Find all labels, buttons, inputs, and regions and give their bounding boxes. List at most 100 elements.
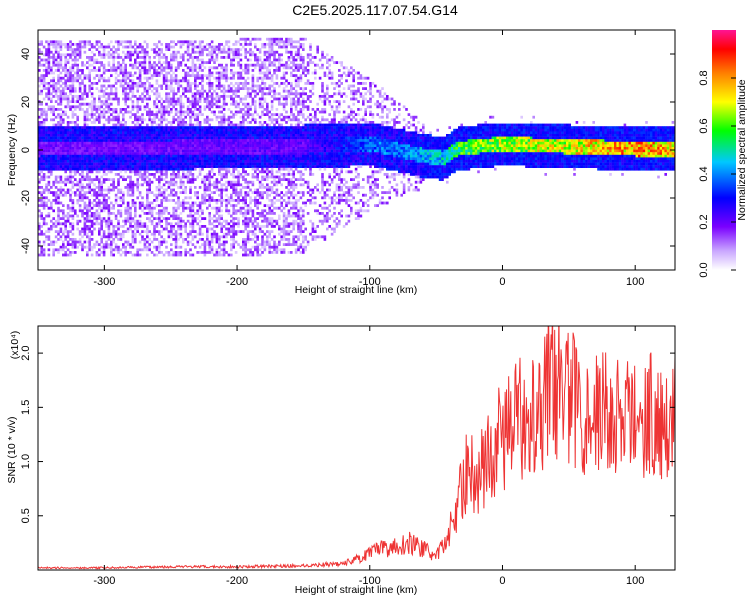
heatmap-cell — [110, 167, 113, 171]
heatmap-cell — [218, 167, 221, 171]
heatmap-cell — [122, 141, 125, 145]
heatmap-cell — [57, 63, 60, 67]
heatmap-cell — [40, 251, 43, 254]
heatmap-cell — [158, 178, 161, 181]
heatmap-cell — [251, 126, 255, 129]
heatmap-cell — [251, 87, 255, 90]
heatmap-cell — [227, 201, 231, 205]
heatmap-cell — [90, 56, 94, 59]
heatmap-cell — [174, 173, 178, 176]
heatmap-cell — [138, 84, 142, 88]
heatmap-cell — [124, 136, 127, 140]
heatmap-cell — [160, 50, 163, 54]
heatmap-cell — [232, 131, 235, 135]
heatmap-cell — [146, 245, 149, 249]
heatmap-cell — [86, 141, 89, 145]
heatmap-cell — [81, 128, 84, 132]
heatmap-cell — [186, 79, 190, 83]
heatmap-cell — [150, 212, 154, 215]
heatmap-cell — [227, 154, 231, 158]
heatmap-cell — [52, 157, 55, 161]
heatmap-cell — [76, 154, 79, 158]
heatmap-cell — [213, 173, 216, 176]
heatmap-cell — [172, 206, 175, 210]
heatmap-cell — [256, 225, 259, 228]
heatmap-cell — [158, 232, 161, 236]
heatmap-cell — [138, 131, 142, 135]
heatmap-cell — [102, 199, 106, 202]
heatmap-cell — [242, 160, 245, 163]
heatmap-cell — [98, 183, 101, 187]
heatmap-cell — [57, 139, 60, 142]
heatmap-cell — [95, 196, 99, 200]
heatmap-cell — [100, 193, 103, 197]
heatmap-cell — [227, 40, 231, 44]
heatmap-cell — [131, 50, 135, 54]
heatmap-cell — [201, 74, 204, 77]
heatmap-cell — [110, 240, 113, 244]
heatmap-cell — [129, 58, 132, 62]
heatmap-cell — [186, 235, 190, 239]
heatmap-cell — [45, 82, 48, 85]
heatmap-cell — [52, 162, 55, 166]
heatmap-cell — [160, 199, 163, 202]
heatmap-cell — [83, 40, 87, 44]
heatmap-cell — [215, 219, 219, 223]
heatmap-cell — [112, 131, 115, 135]
heatmap-cell — [45, 162, 48, 166]
heatmap-cell — [203, 243, 207, 246]
heatmap-cell — [76, 76, 79, 80]
heatmap-cell — [186, 178, 190, 181]
heatmap-cell — [93, 188, 96, 192]
heatmap-cell — [222, 74, 226, 77]
heatmap-cell — [71, 144, 75, 148]
heatmap-cell — [98, 108, 101, 111]
heatmap-cell — [131, 134, 135, 137]
heatmap-cell — [100, 183, 103, 187]
heatmap-cell — [117, 128, 120, 132]
heatmap-cell — [239, 131, 243, 135]
heatmap-cell — [107, 206, 111, 210]
heatmap-cell — [122, 123, 125, 127]
heatmap-cell — [117, 115, 120, 119]
heatmap-cell — [172, 147, 175, 150]
heatmap-cell — [138, 69, 142, 72]
heatmap-cell — [208, 248, 211, 252]
heatmap-cell — [122, 243, 125, 246]
heatmap-cell — [232, 152, 235, 155]
heatmap-cell — [78, 76, 82, 80]
heatmap-cell — [83, 45, 87, 49]
heatmap-cell — [172, 251, 175, 254]
heatmap-cell — [112, 204, 115, 207]
heatmap-cell — [50, 191, 53, 194]
heatmap-cell — [191, 113, 195, 116]
heatmap-cell — [237, 134, 240, 137]
heatmap-cell — [54, 191, 58, 194]
heatmap-cell — [251, 100, 255, 103]
heatmap-cell — [138, 128, 142, 132]
heatmap-cell — [136, 165, 139, 168]
heatmap-cell — [90, 238, 94, 241]
heatmap-cell — [155, 82, 159, 85]
heatmap-cell — [220, 160, 223, 163]
heatmap-cell — [155, 149, 159, 153]
heatmap-cell — [134, 136, 137, 140]
heatmap-cell — [129, 128, 132, 132]
heatmap-cell — [47, 53, 51, 57]
heatmap-cell — [95, 167, 99, 171]
heatmap-cell — [162, 160, 166, 163]
heatmap-cell — [124, 162, 127, 166]
heatmap-cell — [40, 126, 43, 129]
heatmap-cell — [225, 173, 228, 176]
heatmap-cell — [69, 147, 72, 150]
heatmap-cell — [146, 191, 149, 194]
heatmap-cell — [167, 45, 171, 49]
heatmap-cell — [213, 131, 216, 135]
heatmap-cell — [261, 136, 264, 140]
heatmap-cell — [54, 175, 58, 179]
heatmap-cell — [102, 63, 106, 67]
heatmap-cell — [83, 102, 87, 106]
heatmap-cell — [234, 95, 238, 98]
heatmap-cell — [210, 139, 214, 142]
heatmap-cell — [189, 100, 192, 103]
